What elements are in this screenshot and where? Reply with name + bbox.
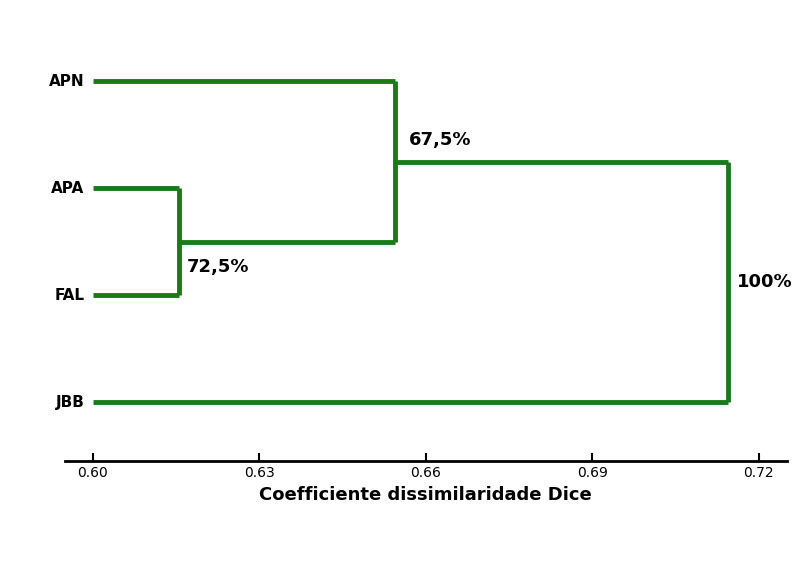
X-axis label: Coefficiente dissimilaridade Dice: Coefficiente dissimilaridade Dice [260, 486, 592, 504]
Text: APN: APN [49, 74, 84, 89]
Text: FAL: FAL [54, 288, 84, 303]
Text: 67,5%: 67,5% [409, 131, 472, 149]
Text: 72,5%: 72,5% [187, 258, 250, 276]
Text: 100%: 100% [736, 273, 792, 291]
Text: JBB: JBB [55, 395, 84, 410]
Text: APA: APA [51, 181, 84, 196]
